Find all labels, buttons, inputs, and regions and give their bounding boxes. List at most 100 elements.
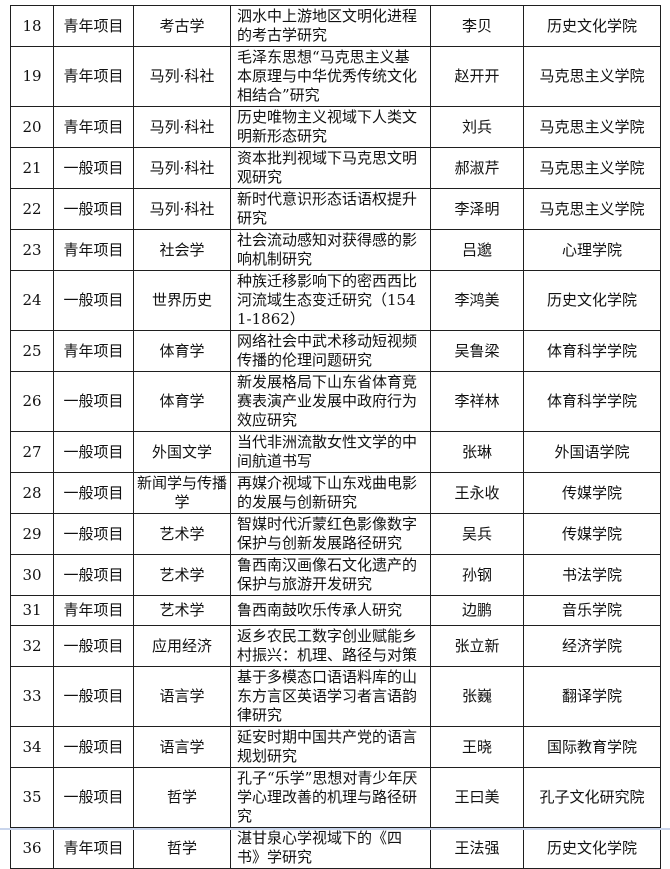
cell-no: 35: [10, 767, 54, 828]
table-row: 36 青年项目 哲学 湛甘泉心学视域下的《四书》学研究 王法强 历史文化学院: [10, 827, 661, 869]
cell-discipline: 马列·科社: [133, 147, 231, 189]
cell-leader: 刘兵: [430, 106, 524, 148]
cell-title: 返乡农民工数字创业赋能乡村振兴：机理、路径与对策: [230, 625, 431, 667]
cell-discipline: 艺术学: [133, 554, 231, 596]
cell-unit: 书法学院: [523, 554, 661, 596]
cell-category: 一般项目: [53, 726, 134, 768]
cell-no: 24: [10, 270, 54, 331]
cell-unit: 传媒学院: [523, 513, 661, 555]
cell-title: 延安时期中国共产党的语言规划研究: [230, 726, 431, 768]
cell-unit: 翻译学院: [523, 666, 661, 727]
cell-discipline: 体育学: [133, 330, 231, 372]
cell-leader: 张琳: [430, 431, 524, 473]
cell-unit: 体育科学学院: [523, 371, 661, 432]
cell-discipline: 社会学: [133, 229, 231, 271]
cell-category: 一般项目: [53, 625, 134, 667]
cell-unit: 历史文化学院: [523, 5, 661, 47]
cell-no: 34: [10, 726, 54, 768]
cell-category: 一般项目: [53, 513, 134, 555]
projects-table: 18 青年项目 考古学 泗水中上游地区文明化进程的考古学研究 李贝 历史文化学院 19 青年项…: [10, 5, 661, 869]
cell-leader: 李贝: [430, 5, 524, 47]
cell-discipline: 马列·科社: [133, 46, 231, 107]
table-row: 27 一般项目 外国文学 当代非洲流散女性文学的中间航道书写 张琳 外国语学院: [10, 431, 661, 473]
cell-no: 21: [10, 147, 54, 189]
cell-category: 一般项目: [53, 270, 134, 331]
cell-category: 青年项目: [53, 330, 134, 372]
cell-category: 青年项目: [53, 106, 134, 148]
cell-no: 27: [10, 431, 54, 473]
cell-discipline: 马列·科社: [133, 188, 231, 230]
cell-category: 一般项目: [53, 472, 134, 514]
table-row: 18 青年项目 考古学 泗水中上游地区文明化进程的考古学研究 李贝 历史文化学院: [10, 5, 661, 47]
cell-no: 30: [10, 554, 54, 596]
page-bottom-edge: [0, 828, 670, 830]
cell-no: 20: [10, 106, 54, 148]
cell-unit: 马克思主义学院: [523, 147, 661, 189]
table-row: 34 一般项目 语言学 延安时期中国共产党的语言规划研究 王晓 国际教育学院: [10, 726, 661, 768]
cell-title: 新时代意识形态话语权提升研究: [230, 188, 431, 230]
cell-discipline: 语言学: [133, 726, 231, 768]
table-row: 35 一般项目 哲学 孔子“乐学”思想对青少年厌学心理改善的机理与路径研究 王曰美 孔子文…: [10, 767, 661, 828]
cell-discipline: 考古学: [133, 5, 231, 47]
table-row: 19 青年项目 马列·科社 毛泽东思想“马克思主义基本原理与中华优秀传统文化相结合”研…: [10, 46, 661, 107]
cell-unit: 体育科学学院: [523, 330, 661, 372]
cell-title: 历史唯物主义视域下人类文明新形态研究: [230, 106, 431, 148]
cell-discipline: 哲学: [133, 827, 231, 869]
cell-title: 孔子“乐学”思想对青少年厌学心理改善的机理与路径研究: [230, 767, 431, 828]
table-row: 25 青年项目 体育学 网络社会中武术移动短视频传播的伦理问题研究 吴鲁梁 体育科学学院: [10, 330, 661, 372]
cell-leader: 张巍: [430, 666, 524, 727]
cell-title: 鲁西南汉画像石文化遗产的保护与旅游开发研究: [230, 554, 431, 596]
table-row: 33 一般项目 语言学 基于多模态口语语料库的山东方言区英语学习者言语韵律研究 张巍 翻译…: [10, 666, 661, 727]
cell-unit: 外国语学院: [523, 431, 661, 473]
cell-discipline: 艺术学: [133, 513, 231, 555]
cell-no: 32: [10, 625, 54, 667]
cell-title: 当代非洲流散女性文学的中间航道书写: [230, 431, 431, 473]
cell-leader: 王法强: [430, 827, 524, 869]
cell-leader: 赵开开: [430, 46, 524, 107]
table-row: 24 一般项目 世界历史 种族迁移影响下的密西西比河流域生态变迁研究（1541-186…: [10, 270, 661, 331]
cell-leader: 边鹏: [430, 595, 524, 626]
cell-title: 种族迁移影响下的密西西比河流域生态变迁研究（1541-1862）: [230, 270, 431, 331]
cell-unit: 国际教育学院: [523, 726, 661, 768]
cell-category: 青年项目: [53, 827, 134, 869]
table-row: 29 一般项目 艺术学 智媒时代沂蒙红色影像数字保护与创新发展路径研究 吴兵 传媒学院: [10, 513, 661, 555]
cell-title: 资本批判视域下马克思文明观研究: [230, 147, 431, 189]
table-row: 22 一般项目 马列·科社 新时代意识形态话语权提升研究 李泽明 马克思主义学院: [10, 188, 661, 230]
cell-title: 再媒介视域下山东戏曲电影的发展与创新研究: [230, 472, 431, 514]
cell-discipline: 体育学: [133, 371, 231, 432]
cell-leader: 吴鲁梁: [430, 330, 524, 372]
cell-unit: 历史文化学院: [523, 270, 661, 331]
cell-leader: 张立新: [430, 625, 524, 667]
cell-category: 一般项目: [53, 431, 134, 473]
cell-discipline: 语言学: [133, 666, 231, 727]
document-page: 18 青年项目 考古学 泗水中上游地区文明化进程的考古学研究 李贝 历史文化学院 19 青年项…: [0, 5, 670, 869]
cell-no: 29: [10, 513, 54, 555]
cell-title: 鲁西南鼓吹乐传承人研究: [230, 595, 431, 626]
table-row: 21 一般项目 马列·科社 资本批判视域下马克思文明观研究 郝淑芹 马克思主义学院: [10, 147, 661, 189]
cell-leader: 吕邈: [430, 229, 524, 271]
cell-no: 23: [10, 229, 54, 271]
cell-title: 湛甘泉心学视域下的《四书》学研究: [230, 827, 431, 869]
cell-discipline: 新闻学与传播学: [133, 472, 231, 514]
cell-category: 一般项目: [53, 554, 134, 596]
cell-category: 青年项目: [53, 46, 134, 107]
cell-leader: 李泽明: [430, 188, 524, 230]
cell-no: 19: [10, 46, 54, 107]
cell-category: 一般项目: [53, 666, 134, 727]
cell-no: 26: [10, 371, 54, 432]
cell-discipline: 外国文学: [133, 431, 231, 473]
cell-leader: 王永收: [430, 472, 524, 514]
cell-unit: 马克思主义学院: [523, 106, 661, 148]
cell-category: 一般项目: [53, 188, 134, 230]
cell-unit: 音乐学院: [523, 595, 661, 626]
cell-unit: 孔子文化研究院: [523, 767, 661, 828]
cell-title: 基于多模态口语语料库的山东方言区英语学习者言语韵律研究: [230, 666, 431, 727]
cell-title: 泗水中上游地区文明化进程的考古学研究: [230, 5, 431, 47]
cell-category: 青年项目: [53, 5, 134, 47]
table-row: 31 青年项目 艺术学 鲁西南鼓吹乐传承人研究 边鹏 音乐学院: [10, 595, 661, 626]
table-row: 32 一般项目 应用经济 返乡农民工数字创业赋能乡村振兴：机理、路径与对策 张立新 经济学…: [10, 625, 661, 667]
table-row: 26 一般项目 体育学 新发展格局下山东省体育竞赛表演产业发展中政府行为效应研究 李祥林…: [10, 371, 661, 432]
cell-discipline: 应用经济: [133, 625, 231, 667]
cell-discipline: 世界历史: [133, 270, 231, 331]
cell-leader: 王曰美: [430, 767, 524, 828]
